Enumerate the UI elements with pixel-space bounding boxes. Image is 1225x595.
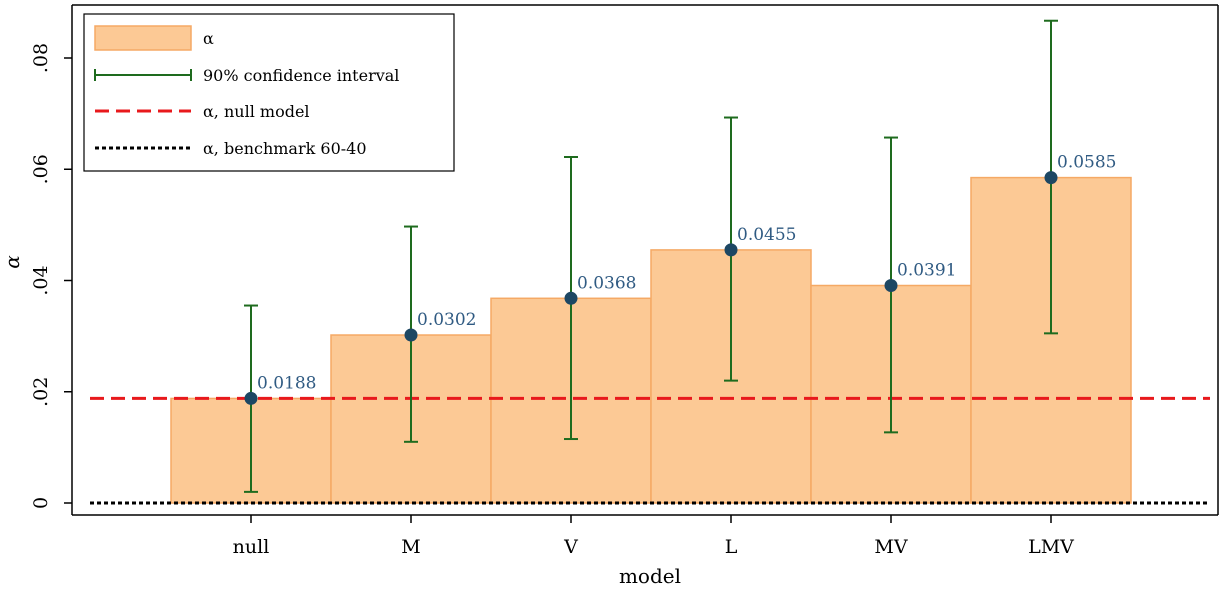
legend-label: α <box>203 29 214 48</box>
y-axis-title: α <box>0 255 24 269</box>
y-tick-label: .02 <box>30 377 52 407</box>
data-point <box>1044 171 1058 185</box>
legend-label: α, benchmark 60-40 <box>203 139 367 158</box>
y-tick-label: .08 <box>30 43 52 73</box>
points-layer <box>244 171 1058 405</box>
data-point <box>724 243 738 257</box>
data-label: 0.0302 <box>417 310 476 330</box>
data-point <box>884 279 898 293</box>
x-tick-label: V <box>563 536 578 558</box>
data-label: 0.0455 <box>737 225 796 245</box>
data-label: 0.0188 <box>257 373 316 393</box>
x-tick-label: LMV <box>1028 536 1074 558</box>
data-label: 0.0585 <box>1057 153 1116 173</box>
legend-label: α, null model <box>203 102 310 121</box>
data-point <box>244 391 258 405</box>
y-tick-label: 0 <box>30 497 52 509</box>
legend-label: 90% confidence interval <box>203 66 399 85</box>
data-label: 0.0368 <box>577 273 636 293</box>
x-tick-label: null <box>233 536 270 558</box>
data-label: 0.0391 <box>897 261 956 281</box>
data-labels-layer: 0.0188 0.0302 0.0368 0.0455 0.0391 0.0585 <box>257 153 1116 394</box>
data-point <box>564 291 578 305</box>
bars-layer <box>170 176 1132 504</box>
x-tick-label: M <box>401 536 420 558</box>
legend: α 90% confidence interval α, null model α, … <box>83 13 455 172</box>
x-axis-title: model <box>619 564 681 588</box>
x-tick-label: L <box>725 536 738 558</box>
data-point <box>404 328 418 342</box>
y-tick-label: .06 <box>30 154 52 184</box>
x-tick-label: MV <box>874 536 907 558</box>
legend-swatch-bar <box>94 25 192 51</box>
y-tick-label: .04 <box>30 265 52 295</box>
reference-lines-layer <box>90 396 1210 505</box>
